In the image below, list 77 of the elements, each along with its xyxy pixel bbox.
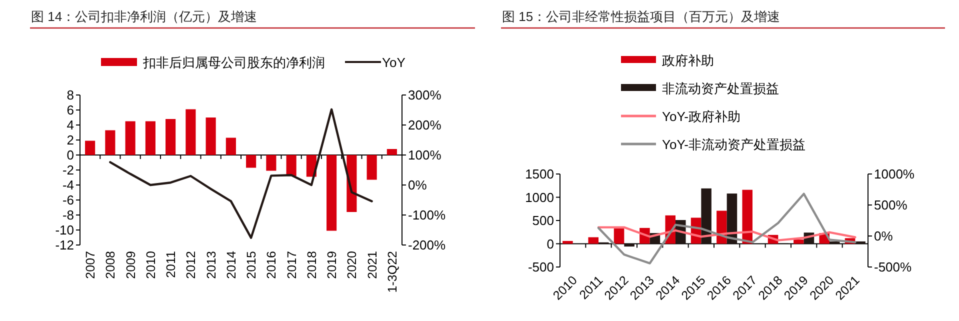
chart-title: 图 15：公司非经常性损益项目（百万元）及增速 — [502, 9, 780, 24]
x-tick-label: 2015 — [244, 250, 259, 279]
y2-tick-label: 0% — [874, 228, 894, 244]
y-tick-label: 2 — [66, 132, 74, 148]
bar — [286, 155, 296, 176]
x-tick-label: 2017 — [284, 250, 299, 279]
bar — [125, 121, 136, 155]
x-tick-label: 2012 — [184, 250, 198, 279]
bar — [226, 138, 236, 155]
legend-label: YoY-政府补助 — [662, 109, 741, 124]
y-tick-label: 1000 — [525, 190, 554, 205]
bar — [855, 241, 866, 244]
bar — [742, 190, 752, 244]
bar — [624, 244, 634, 247]
x-tick-label: 2021 — [365, 250, 380, 279]
y-tick-label: 1500 — [525, 166, 554, 182]
x-tick-label: 1-3Q22 — [385, 250, 400, 293]
y-tick-label: 0 — [546, 236, 554, 252]
y-tick-label: -2 — [62, 162, 74, 178]
bar — [588, 237, 598, 244]
y-tick-label: 0 — [66, 148, 74, 162]
bar — [166, 119, 176, 155]
y2-tick-label: 500% — [874, 198, 908, 212]
bar — [206, 118, 216, 155]
x-tick-label: 2016 — [264, 250, 279, 279]
bar — [326, 155, 337, 231]
bar — [830, 241, 840, 244]
x-tick-label: 2013 — [204, 250, 218, 279]
y2-tick-label: 1000% — [874, 166, 915, 182]
y-tick-label: -12 — [55, 238, 74, 252]
bar — [85, 140, 96, 155]
legend-label: YoY-非流动资产处置损益 — [662, 137, 806, 152]
bar — [562, 240, 573, 244]
y2-tick-label: 100% — [408, 148, 442, 162]
bar — [614, 228, 624, 244]
y-tick-label: -4 — [62, 178, 74, 192]
y2-tick-label: -500% — [874, 260, 912, 274]
bar — [266, 155, 276, 171]
y-tick-label: 8 — [66, 88, 74, 102]
legend-item: 扣非后归属母公司股东的净利润 — [101, 55, 325, 70]
y-tick-label: -8 — [62, 208, 74, 222]
line-series — [597, 226, 856, 242]
y-tick-label: 6 — [66, 102, 74, 118]
legend-label: YoY — [382, 55, 406, 70]
y-tick-label: 4 — [66, 118, 74, 132]
bar — [246, 155, 256, 168]
x-tick-label: 2007 — [84, 250, 98, 279]
y2-tick-label: 0% — [408, 178, 428, 192]
legend-label: 扣非后归属母公司股东的净利润 — [142, 55, 325, 70]
y2-tick-label: 300% — [408, 88, 442, 102]
x-tick-label: 2020 — [345, 250, 360, 279]
y-tick-label: -6 — [62, 192, 74, 208]
x-tick-label: 2009 — [124, 250, 138, 279]
bar — [701, 188, 712, 244]
x-tick-label: 2011 — [164, 250, 178, 278]
x-tick-label: 2014 — [224, 250, 238, 279]
legend-label: 政府补助 — [662, 53, 714, 68]
legend-label: 非流动资产处置损益 — [662, 81, 779, 96]
line-series — [597, 192, 856, 264]
bar — [105, 130, 116, 155]
bar — [186, 109, 196, 155]
x-tick-label: 2019 — [325, 250, 340, 279]
bar — [145, 121, 156, 155]
y-tick-label: -500 — [528, 260, 554, 274]
y2-tick-label: -200% — [408, 238, 446, 252]
bar — [366, 155, 377, 180]
bar — [386, 149, 397, 155]
y-tick-label: -10 — [55, 222, 74, 238]
chart-title: 图 14：公司扣非净利润（亿元）及增速 — [31, 9, 258, 24]
y2-tick-label: -100% — [408, 208, 446, 222]
y-tick-label: 500 — [532, 213, 554, 228]
y2-tick-label: 200% — [408, 118, 442, 132]
bar — [794, 240, 804, 244]
x-tick-label: 2010 — [144, 250, 158, 279]
line-series — [109, 108, 373, 239]
x-tick-label: 2018 — [304, 250, 319, 279]
x-tick-label: 2008 — [104, 250, 118, 279]
